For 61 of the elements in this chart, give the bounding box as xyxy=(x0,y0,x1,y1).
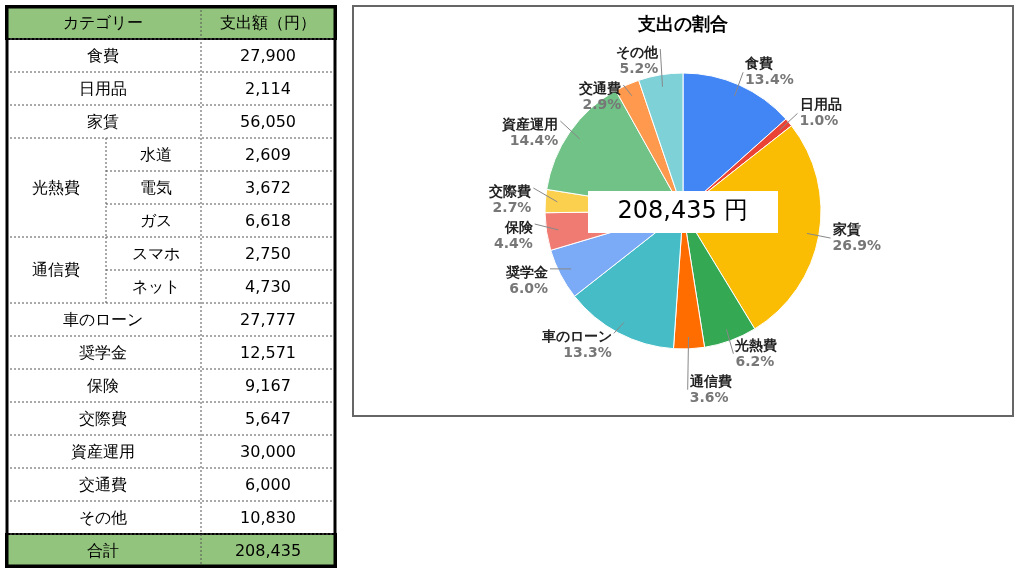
text: カテゴリー xyxy=(63,12,143,32)
slice-label: 交際費 xyxy=(488,183,532,200)
category-label: 資産運用 xyxy=(71,441,135,461)
data-label: 6,000 xyxy=(245,474,291,494)
category-label: ネット xyxy=(132,276,180,296)
data-label: 4,730 xyxy=(245,276,291,296)
data-label: 3.6% xyxy=(689,388,729,405)
slice-label: 資産運用 xyxy=(501,116,559,133)
data-label: 9,167 xyxy=(245,375,291,395)
category-label: 家賃 xyxy=(87,111,119,131)
data-label: 27,900 xyxy=(240,45,296,65)
data-label: 2.7% xyxy=(492,199,532,216)
data-label: 5,647 xyxy=(245,408,291,428)
slice-label: 奨学金 xyxy=(505,263,549,280)
data-label: 6,618 xyxy=(245,210,291,230)
slice-label: 交通費 xyxy=(578,80,622,97)
data-label: 2,114 xyxy=(245,78,291,98)
slice-label: 車のローン xyxy=(540,328,612,345)
data-label: 26.9% xyxy=(832,237,882,254)
data-label: 4.4% xyxy=(493,235,533,252)
data-label: 2,609 xyxy=(245,144,291,164)
category-label: 保険 xyxy=(87,375,119,395)
data-label: 27,777 xyxy=(240,309,296,329)
category-label: 交通費 xyxy=(79,474,127,494)
category-label: 食費 xyxy=(87,45,119,65)
slice-label: 食費 xyxy=(744,55,774,72)
category-label: ガス xyxy=(140,210,172,230)
category-label: スマホ xyxy=(132,243,180,263)
data-label: 5.2% xyxy=(619,60,659,77)
category-label: 車のローン xyxy=(63,309,143,329)
slice-label: 通信費 xyxy=(688,372,732,389)
slice-label: 保険 xyxy=(503,219,534,236)
text: 支出額（円） xyxy=(220,12,316,32)
category-label: 合計 xyxy=(87,540,119,560)
data-label: 56,050 xyxy=(240,111,296,131)
chart-title: 支出の割合 xyxy=(637,13,728,34)
data-label: 2,750 xyxy=(245,243,291,263)
slice-label: 光熱費 xyxy=(734,336,778,353)
data-label: 12,571 xyxy=(240,342,296,362)
slice-label: 家賃 xyxy=(831,221,861,238)
data-label: 3,672 xyxy=(245,177,291,197)
category-label: その他 xyxy=(79,507,127,527)
slice-label: その他 xyxy=(616,44,660,61)
data-label: 6.2% xyxy=(735,352,775,369)
data-label: 10,830 xyxy=(240,507,296,527)
text: 208,435 円 xyxy=(617,196,749,224)
category-label: 交際費 xyxy=(79,408,127,428)
category-label: 奨学金 xyxy=(79,342,127,362)
text: 光熱費 xyxy=(32,177,80,197)
slice-label: 日用品 xyxy=(799,96,842,113)
data-label: 13.3% xyxy=(563,344,612,361)
data-label: 13.4% xyxy=(745,71,794,88)
data-label: 208,435 xyxy=(234,540,302,560)
data-label: 6.0% xyxy=(509,279,548,296)
text: 通信費 xyxy=(32,260,80,279)
data-label: 14.4% xyxy=(509,132,559,149)
category-label: 電気 xyxy=(140,177,172,197)
data-label: 1.0% xyxy=(799,112,839,129)
category-label: 日用品 xyxy=(79,78,127,98)
data-label: 30,000 xyxy=(240,441,296,461)
category-label: 水道 xyxy=(140,144,172,164)
